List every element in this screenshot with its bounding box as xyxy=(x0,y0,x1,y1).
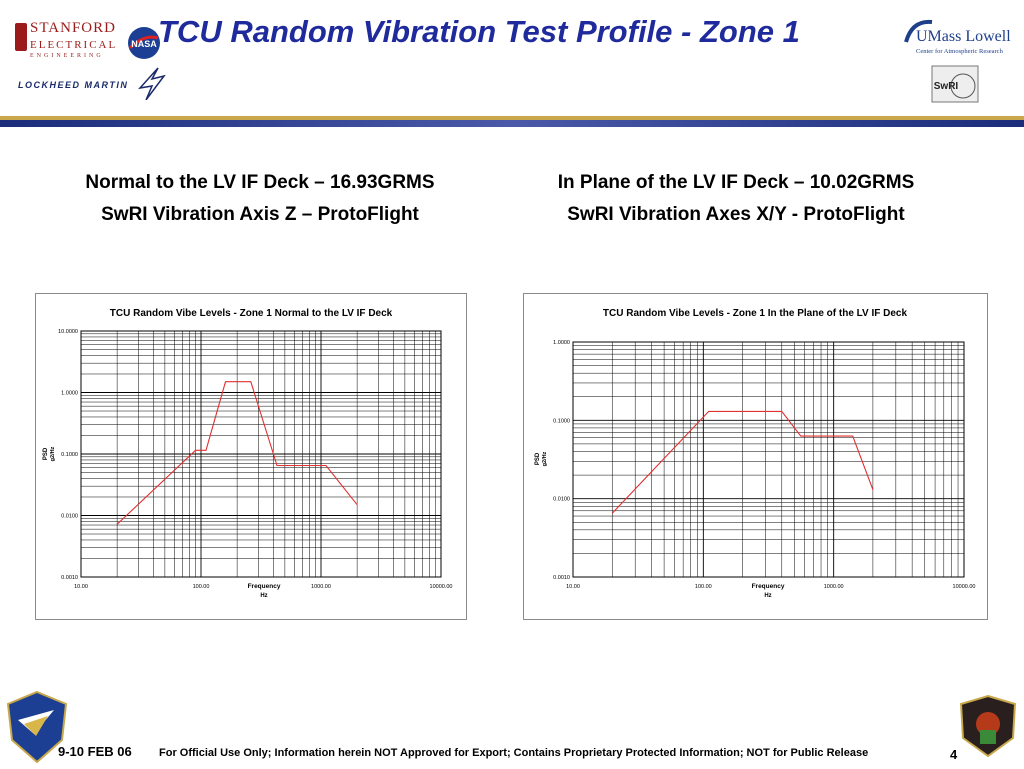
afrl-right-logo xyxy=(958,694,1018,758)
series-line xyxy=(611,410,874,514)
swri-globe-icon: SwRI xyxy=(931,65,979,103)
plot-frame xyxy=(572,341,965,578)
x-tick-label: 1000.00 xyxy=(311,584,331,590)
chart-normal: TCU Random Vibe Levels - Zone 1 Normal t… xyxy=(43,308,453,599)
stanford-line2: ELECTRICAL xyxy=(30,39,118,51)
afrl-shield-right-icon xyxy=(959,694,1017,758)
series-line xyxy=(116,381,358,525)
lockheed-text: LOCKHEED MARTIN xyxy=(18,80,129,90)
lockheed-star-icon xyxy=(138,67,166,100)
footer-date: 9-10 FEB 06 xyxy=(58,744,132,759)
umass-line2: Center for Atmospheric Research xyxy=(916,48,1003,55)
swri-text: SwRI xyxy=(934,81,959,92)
stanford-line3: ENGINEERING xyxy=(30,53,104,59)
plot-frame xyxy=(80,330,442,578)
y-tick-label: 1.0000 xyxy=(553,340,570,346)
stanford-logo: STANFORD ELECTRICAL ENGINEERING xyxy=(14,18,124,64)
right-heading-1: In Plane of the LV IF Deck – 10.02GRMS xyxy=(557,172,915,193)
y-tick-label: 0.0100 xyxy=(61,514,78,520)
x-tick-label: 10.00 xyxy=(566,584,580,590)
chart-inplane: TCU Random Vibe Levels - Zone 1 In the P… xyxy=(535,308,976,599)
slide-title: TCU Random Vibration Test Profile - Zone… xyxy=(158,14,800,49)
chart-inplane-box: TCU Random Vibe Levels - Zone 1 In the P… xyxy=(523,293,988,620)
x-tick-label: 10000.00 xyxy=(430,584,453,590)
y-axis-label: PSD xyxy=(43,447,49,460)
x-tick-label: 1000.00 xyxy=(824,584,844,590)
footer-notice: For Official Use Only; Information herei… xyxy=(159,747,869,759)
y-axis-unit: g2/Hz xyxy=(50,446,56,461)
y-tick-label: 0.0010 xyxy=(553,575,570,581)
y-axis-unit: g2/Hz xyxy=(542,451,548,466)
y-tick-label: 1.0000 xyxy=(61,391,78,397)
swri-logo: SwRI xyxy=(930,64,980,104)
left-heading-1: Normal to the LV IF Deck – 16.93GRMS xyxy=(85,172,435,193)
chart-title: TCU Random Vibe Levels - Zone 1 Normal t… xyxy=(110,308,393,319)
nasa-text: NASA xyxy=(131,39,157,49)
umass-line1: UMass Lowell xyxy=(916,28,1011,45)
y-tick-label: 0.0100 xyxy=(553,497,570,503)
stanford-seal-icon xyxy=(15,23,27,51)
y-tick-label: 0.1000 xyxy=(61,452,78,458)
footer-page-number: 4 xyxy=(950,747,958,762)
stanford-line1: STANFORD xyxy=(30,20,116,36)
x-tick-label: 10.00 xyxy=(74,584,88,590)
x-tick-label: 10000.00 xyxy=(953,584,976,590)
x-axis-unit: Hz xyxy=(260,593,267,599)
umass-logo: UMass Lowell Center for Atmospheric Rese… xyxy=(904,18,1016,60)
left-heading-2: SwRI Vibration Axis Z – ProtoFlight xyxy=(101,204,419,225)
x-axis-label: Frequency xyxy=(248,583,281,590)
chart-grid xyxy=(80,331,441,578)
afrl-left-logo xyxy=(4,690,70,764)
chart-grid xyxy=(572,342,964,578)
afrl-shield-left-icon xyxy=(6,690,68,764)
y-tick-label: 0.1000 xyxy=(553,418,570,424)
y-tick-label: 10.0000 xyxy=(58,329,78,335)
right-heading-2: SwRI Vibration Axes X/Y - ProtoFlight xyxy=(567,204,905,225)
umass-swoosh-icon xyxy=(904,19,933,43)
nasa-logo: NASA xyxy=(127,26,161,60)
x-tick-label: 100.00 xyxy=(193,584,210,590)
chart-normal-box: TCU Random Vibe Levels - Zone 1 Normal t… xyxy=(35,293,467,620)
nasa-meatball-icon: NASA xyxy=(128,27,160,59)
lockheed-logo: LOCKHEED MARTIN xyxy=(18,66,168,102)
y-axis-label: PSD xyxy=(535,452,541,465)
chart-title: TCU Random Vibe Levels - Zone 1 In the P… xyxy=(603,308,908,319)
y-tick-label: 0.0010 xyxy=(61,575,78,581)
x-tick-label: 100.00 xyxy=(695,584,712,590)
x-axis-unit: Hz xyxy=(764,593,771,599)
x-axis-label: Frequency xyxy=(752,583,785,590)
header-gold-bar xyxy=(0,116,1024,120)
header-navy-bar xyxy=(0,120,1024,127)
